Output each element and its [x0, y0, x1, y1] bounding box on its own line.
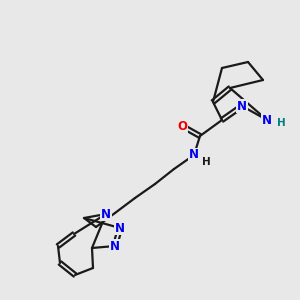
- Text: N: N: [101, 208, 111, 220]
- Text: N: N: [262, 113, 272, 127]
- Text: N: N: [115, 221, 125, 235]
- Text: H: H: [277, 118, 285, 128]
- Text: H: H: [202, 157, 210, 167]
- Text: N: N: [237, 100, 247, 112]
- Text: O: O: [177, 119, 187, 133]
- Text: N: N: [110, 239, 120, 253]
- Text: N: N: [189, 148, 199, 161]
